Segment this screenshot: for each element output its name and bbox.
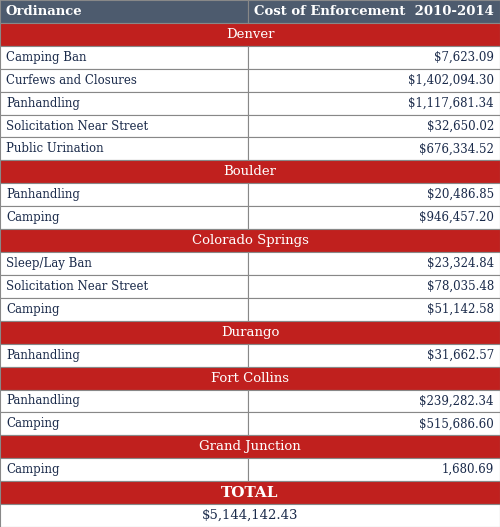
Text: Camping: Camping (6, 463, 60, 476)
Text: Durango: Durango (221, 326, 279, 339)
Text: Solicitation Near Street: Solicitation Near Street (6, 120, 148, 132)
Bar (248, 252, 500, 275)
Text: 1,680.69: 1,680.69 (442, 463, 494, 476)
Text: Camping: Camping (6, 211, 60, 224)
Bar (0, 413, 248, 435)
Bar (0, 458, 248, 481)
Text: $51,142.58: $51,142.58 (427, 303, 494, 316)
Text: $23,324.84: $23,324.84 (427, 257, 494, 270)
Bar (0, 92, 248, 114)
Bar (248, 413, 500, 435)
Bar (0, 23, 500, 46)
Text: Grand Junction: Grand Junction (199, 440, 301, 453)
Text: Ordinance: Ordinance (6, 5, 82, 18)
Bar (248, 389, 500, 413)
Bar (0, 183, 248, 206)
Text: $31,662.57: $31,662.57 (427, 349, 494, 362)
Bar (248, 92, 500, 114)
Text: Panhandling: Panhandling (6, 96, 80, 110)
Text: Public Urination: Public Urination (6, 142, 103, 155)
Text: Curfews and Closures: Curfews and Closures (6, 74, 137, 87)
Bar (0, 389, 248, 413)
Text: TOTAL: TOTAL (221, 485, 279, 500)
Bar (248, 298, 500, 321)
Bar (0, 46, 248, 69)
Text: Denver: Denver (226, 28, 274, 41)
Bar (0, 481, 500, 504)
Bar (248, 0, 500, 23)
Bar (0, 0, 248, 23)
Text: $5,144,142.43: $5,144,142.43 (202, 509, 298, 522)
Text: Camping: Camping (6, 303, 60, 316)
Bar (0, 206, 248, 229)
Bar (248, 183, 500, 206)
Text: Colorado Springs: Colorado Springs (192, 234, 308, 247)
Bar (248, 458, 500, 481)
Text: $946,457.20: $946,457.20 (419, 211, 494, 224)
Bar (248, 46, 500, 69)
Bar (0, 229, 500, 252)
Bar (0, 298, 248, 321)
Text: $515,686.60: $515,686.60 (419, 417, 494, 431)
Text: $1,402,094.30: $1,402,094.30 (408, 74, 494, 87)
Bar (248, 138, 500, 160)
Bar (248, 206, 500, 229)
Bar (0, 114, 248, 138)
Bar (248, 114, 500, 138)
Bar (0, 321, 500, 344)
Text: Solicitation Near Street: Solicitation Near Street (6, 280, 148, 293)
Bar (0, 367, 500, 389)
Text: Cost of Enforcement  2010-2014: Cost of Enforcement 2010-2014 (254, 5, 494, 18)
Text: Boulder: Boulder (224, 165, 276, 178)
Text: Sleep/Lay Ban: Sleep/Lay Ban (6, 257, 92, 270)
Text: Camping: Camping (6, 417, 60, 431)
Text: Panhandling: Panhandling (6, 188, 80, 201)
Text: $676,334.52: $676,334.52 (419, 142, 494, 155)
Text: Panhandling: Panhandling (6, 395, 80, 407)
Bar (248, 69, 500, 92)
Text: $239,282.34: $239,282.34 (420, 395, 494, 407)
Bar (0, 504, 500, 527)
Bar (0, 69, 248, 92)
Bar (0, 275, 248, 298)
Text: $1,117,681.34: $1,117,681.34 (408, 96, 494, 110)
Bar (0, 138, 248, 160)
Bar (0, 344, 248, 367)
Bar (248, 344, 500, 367)
Text: $7,623.09: $7,623.09 (434, 51, 494, 64)
Text: $78,035.48: $78,035.48 (427, 280, 494, 293)
Bar (0, 160, 500, 183)
Text: $20,486.85: $20,486.85 (427, 188, 494, 201)
Bar (0, 252, 248, 275)
Text: Panhandling: Panhandling (6, 349, 80, 362)
Bar (248, 275, 500, 298)
Bar (0, 435, 500, 458)
Text: Camping Ban: Camping Ban (6, 51, 86, 64)
Text: Fort Collins: Fort Collins (211, 372, 289, 385)
Text: $32,650.02: $32,650.02 (427, 120, 494, 132)
